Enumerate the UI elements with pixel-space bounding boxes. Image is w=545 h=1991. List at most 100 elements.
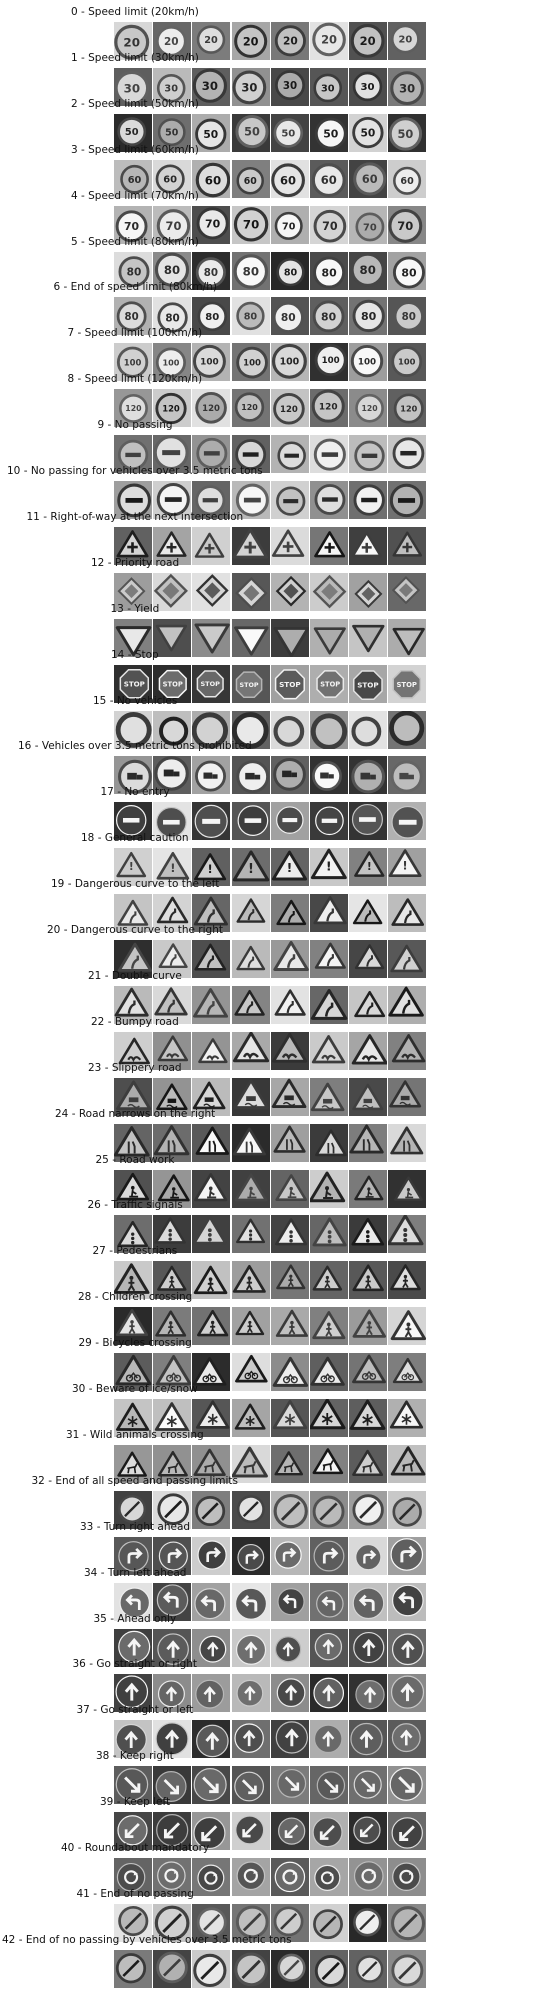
sign-thumbnail [231, 1720, 270, 1759]
sign-thumbnail [310, 1674, 348, 1713]
sign-thumbnail: 60 [231, 159, 270, 198]
sign-thumbnail: STOP [310, 664, 348, 703]
sign-thumbnail [270, 1628, 309, 1667]
sign-thumbnail: 30 [270, 67, 309, 106]
svg-text:100: 100 [243, 359, 261, 369]
svg-text:30: 30 [241, 80, 257, 94]
sign-thumbnail: 80 [231, 251, 270, 290]
sign-thumbnail [231, 1766, 270, 1805]
svg-text:20: 20 [360, 34, 376, 48]
sign-thumbnail [388, 1399, 427, 1437]
class-label: 28 - Children crossing [78, 1291, 193, 1304]
svg-text:20: 20 [399, 35, 413, 46]
svg-text:80: 80 [243, 312, 257, 323]
sign-thumbnail [349, 1582, 388, 1621]
sign-thumbnail [192, 1123, 231, 1162]
sign-thumbnail [270, 1031, 309, 1070]
sign-thumbnail [192, 481, 231, 519]
class-label: 25 - Road work [95, 1153, 175, 1166]
sign-thumbnail [349, 1766, 388, 1805]
sign-thumbnail [388, 710, 427, 749]
sign-thumbnail [388, 1536, 427, 1575]
class-label: 6 - End of speed limit (80km/h) [53, 281, 217, 294]
svg-text:60: 60 [205, 173, 221, 187]
sign-thumbnail: 80 [310, 251, 348, 290]
sign-thumbnail: 80 [388, 297, 427, 336]
class-label: 5 - Speed limit (80km/h) [71, 235, 199, 248]
sign-thumbnail [270, 1307, 309, 1346]
sign-thumbnail: 70 [310, 205, 348, 244]
sign-thumbnail [270, 526, 309, 565]
sign-thumbnail [270, 1536, 309, 1575]
sign-thumbnail [310, 940, 348, 978]
svg-text:STOP: STOP [397, 680, 417, 688]
sign-thumbnail [349, 618, 388, 657]
sign-thumbnail: 100 [388, 343, 427, 382]
sign-thumbnail [310, 894, 348, 933]
sign-thumbnail [388, 1858, 427, 1896]
svg-text:80: 80 [166, 313, 180, 325]
sign-thumbnail [153, 1169, 192, 1208]
sign-thumbnail [349, 940, 388, 978]
sign-thumbnail [153, 1353, 192, 1392]
sign-thumbnail [153, 435, 192, 474]
sign-thumbnail [153, 1674, 192, 1713]
sign-thumbnail [114, 618, 152, 657]
svg-text:50: 50 [125, 127, 139, 138]
sign-thumbnail: 100 [114, 343, 152, 382]
sign-thumbnail [310, 802, 348, 841]
svg-text:80: 80 [321, 311, 337, 324]
class-label: 23 - Slippery road [88, 1061, 182, 1074]
svg-text:80: 80 [402, 311, 416, 323]
sign-thumbnail [114, 1261, 152, 1300]
sign-thumbnail [153, 1307, 192, 1346]
svg-text:120: 120 [203, 404, 221, 414]
class-label: 30 - Beware of ice/snow [72, 1383, 198, 1395]
svg-text:120: 120 [280, 405, 298, 415]
sign-thumbnail: 30 [153, 67, 192, 106]
class-label: 34 - Turn left ahead [84, 1566, 187, 1579]
sign-thumbnail: 70 [270, 205, 309, 244]
svg-text:50: 50 [281, 128, 295, 139]
sign-thumbnail [349, 985, 388, 1024]
svg-text:50: 50 [244, 125, 260, 138]
class-label: 9 - No passing [97, 419, 173, 432]
svg-text:50: 50 [323, 127, 339, 140]
sign-thumbnail [114, 756, 152, 795]
sign-thumbnail [388, 1077, 427, 1116]
sign-thumbnail [349, 710, 388, 749]
sign-thumbnail [349, 894, 388, 933]
svg-text:STOP: STOP [279, 680, 301, 689]
sign-thumbnail [310, 1490, 348, 1529]
sign-thumbnail [270, 1077, 309, 1116]
sign-thumbnail [310, 710, 348, 749]
svg-text:70: 70 [166, 219, 182, 233]
sign-thumbnail [153, 1077, 192, 1116]
svg-text:60: 60 [280, 173, 296, 187]
sign-thumbnail [388, 481, 427, 519]
sign-thumbnail [270, 1720, 309, 1759]
sign-thumbnail [192, 894, 231, 933]
svg-text:STOP: STOP [124, 679, 145, 688]
sign-thumbnail [270, 940, 309, 978]
sign-thumbnail [270, 1353, 309, 1392]
sign-thumbnail [114, 435, 152, 474]
sign-thumbnail [192, 1536, 231, 1575]
sign-thumbnail: STOP [270, 664, 309, 703]
sign-thumbnail [270, 1444, 309, 1483]
sign-thumbnail: 30 [310, 67, 348, 106]
svg-text:70: 70 [398, 219, 414, 233]
sign-thumbnail: 50 [114, 113, 152, 152]
sign-thumbnail [310, 1215, 348, 1254]
sign-thumbnail [114, 894, 152, 933]
class-label: 4 - Speed limit (70km/h) [71, 189, 199, 202]
sign-thumbnail [349, 1812, 388, 1851]
sign-thumbnail: 100 [270, 343, 309, 382]
sign-thumbnail [310, 1858, 348, 1896]
class-label: 11 - Right-of-way at the next intersecti… [26, 510, 244, 523]
sign-thumbnail [310, 1949, 348, 1988]
sign-thumbnail [310, 1399, 348, 1437]
sign-thumbnail [349, 1261, 388, 1300]
class-label: 39 - Keep left [100, 1796, 171, 1809]
sign-thumbnail: 20 [114, 22, 152, 60]
